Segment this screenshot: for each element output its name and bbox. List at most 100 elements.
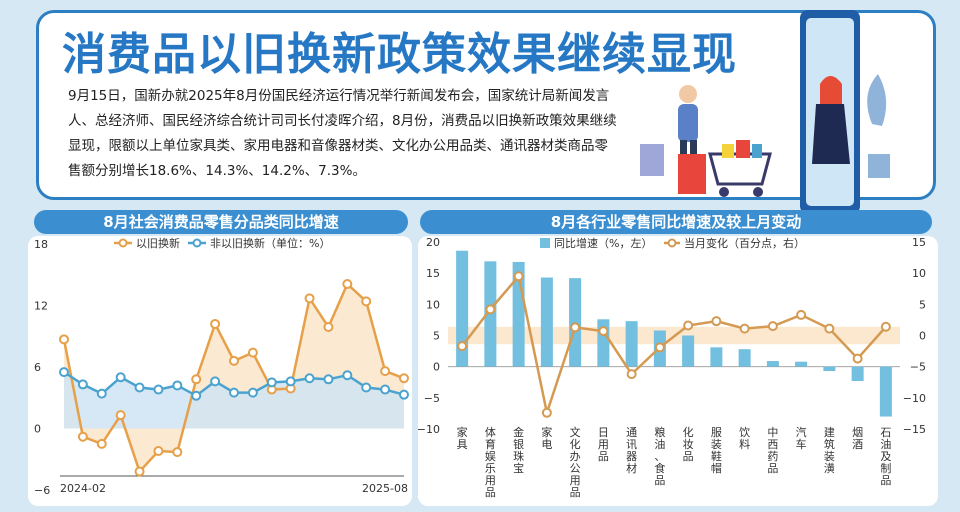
data-point-change bbox=[796, 309, 807, 320]
bar bbox=[738, 349, 751, 367]
category-label: 服装鞋帽 bbox=[711, 426, 722, 475]
data-point-change bbox=[880, 321, 891, 332]
category-label: 通讯器材 bbox=[626, 426, 637, 475]
page-title: 消费品以旧换新政策效果继续显现 bbox=[62, 29, 737, 80]
data-point-trade-in bbox=[172, 447, 183, 458]
data-point-trade-in bbox=[229, 355, 239, 366]
data-point-trade-in bbox=[399, 373, 409, 384]
y-left-tick-label: 20 bbox=[426, 236, 440, 249]
data-point-non-trade-in bbox=[229, 387, 239, 398]
data-point-trade-in bbox=[380, 366, 391, 377]
right-chart-title: 8月各行业零售同比增速及较上月变动 bbox=[420, 210, 932, 234]
y-left-tick-label: 5 bbox=[433, 330, 440, 343]
category-label: 中西药品 bbox=[767, 426, 778, 475]
x-start-label: 2024-02 bbox=[60, 482, 106, 495]
data-point-non-trade-in bbox=[191, 390, 202, 401]
shopping-bag-icon bbox=[678, 154, 706, 194]
category-label: 文化办公用品 bbox=[570, 425, 581, 499]
man-body bbox=[678, 104, 698, 142]
cart-icon bbox=[708, 152, 772, 186]
woman-dress bbox=[812, 104, 850, 164]
data-point-change bbox=[457, 341, 468, 352]
plant-pot bbox=[868, 154, 890, 178]
legend-label: 非以旧换新（单位：%） bbox=[210, 236, 330, 250]
man-head bbox=[679, 85, 697, 103]
category-label: 金银珠宝 bbox=[513, 425, 524, 475]
y-left-tick-label: 0 bbox=[433, 361, 440, 374]
intro-card bbox=[36, 10, 936, 200]
category-label: 汽车 bbox=[796, 425, 807, 451]
data-point-trade-in bbox=[77, 431, 88, 442]
x-end-label: 2025-08 bbox=[362, 482, 408, 495]
data-point-change bbox=[824, 323, 835, 334]
data-point-non-trade-in bbox=[285, 376, 296, 387]
data-point-change bbox=[739, 323, 750, 334]
category-label: 石油及制品 bbox=[880, 426, 891, 487]
data-point-non-trade-in bbox=[247, 387, 258, 398]
category-label: 烟酒 bbox=[852, 425, 863, 451]
bar bbox=[682, 335, 695, 367]
category-label: 家具 bbox=[457, 425, 468, 451]
data-point-change bbox=[654, 342, 665, 353]
cart-wheel bbox=[719, 187, 729, 197]
y-tick-label: 0 bbox=[34, 423, 41, 436]
data-point-trade-in bbox=[96, 438, 107, 449]
y-right-tick-label: 10 bbox=[912, 267, 926, 280]
data-point-trade-in bbox=[361, 296, 372, 307]
category-label: 建筑装潢 bbox=[824, 425, 835, 475]
y-tick-label: 6 bbox=[34, 361, 41, 374]
bar bbox=[710, 347, 723, 367]
bar bbox=[456, 250, 469, 367]
cart-item bbox=[752, 144, 762, 158]
category-label: 饮料 bbox=[739, 426, 750, 451]
category-label: 粮油、食品 bbox=[654, 425, 665, 487]
y-right-tick-label: 15 bbox=[912, 236, 926, 249]
data-point-trade-in bbox=[210, 318, 221, 329]
data-point-change bbox=[711, 316, 722, 327]
data-point-non-trade-in bbox=[380, 384, 391, 395]
bar bbox=[766, 361, 779, 367]
shopping-bag-icon bbox=[640, 144, 664, 176]
left-chart-title: 8月社会消费品零售分品类同比增速 bbox=[34, 210, 408, 234]
data-point-trade-in bbox=[134, 466, 145, 477]
data-point-trade-in bbox=[153, 446, 164, 457]
category-label: 化妆品 bbox=[683, 425, 694, 463]
data-point-trade-in bbox=[115, 410, 126, 421]
y-tick-label: 12 bbox=[34, 300, 48, 313]
legend-marker-trade-in bbox=[118, 238, 128, 248]
y-left-tick-label: −10 bbox=[418, 423, 440, 436]
data-point-change bbox=[485, 304, 496, 315]
y-right-tick-label: 5 bbox=[919, 298, 926, 311]
bar bbox=[879, 366, 892, 417]
cart-item bbox=[722, 144, 734, 158]
plant-icon bbox=[867, 74, 887, 126]
data-point-non-trade-in bbox=[96, 388, 107, 399]
data-point-non-trade-in bbox=[399, 389, 409, 400]
y-right-tick-label: −10 bbox=[903, 392, 926, 405]
data-point-non-trade-in bbox=[172, 380, 183, 391]
data-point-trade-in bbox=[191, 374, 202, 385]
area-non-trade-in bbox=[64, 372, 404, 429]
data-point-non-trade-in bbox=[134, 382, 145, 393]
legend-label: 同比增速（%，左） bbox=[554, 236, 652, 250]
y-tick-label: 18 bbox=[34, 238, 48, 251]
cart-item bbox=[736, 140, 750, 158]
y-left-tick-label: 10 bbox=[426, 298, 440, 311]
data-point-change bbox=[598, 326, 609, 337]
data-point-change bbox=[626, 369, 637, 380]
data-point-change bbox=[767, 321, 778, 332]
data-point-change bbox=[570, 322, 581, 333]
bar bbox=[823, 366, 836, 372]
data-point-non-trade-in bbox=[59, 367, 69, 378]
data-point-non-trade-in bbox=[304, 373, 315, 384]
y-left-tick-label: −5 bbox=[424, 392, 440, 405]
bar bbox=[625, 321, 638, 367]
data-point-change bbox=[541, 407, 552, 418]
data-point-trade-in bbox=[59, 334, 69, 345]
legend-marker-non-trade-in bbox=[192, 238, 202, 248]
right-chart-panel bbox=[418, 236, 938, 506]
data-point-non-trade-in bbox=[153, 384, 164, 395]
legend-label: 以旧换新 bbox=[136, 236, 180, 250]
shopping-illustration bbox=[640, 10, 890, 214]
data-point-non-trade-in bbox=[342, 370, 353, 381]
